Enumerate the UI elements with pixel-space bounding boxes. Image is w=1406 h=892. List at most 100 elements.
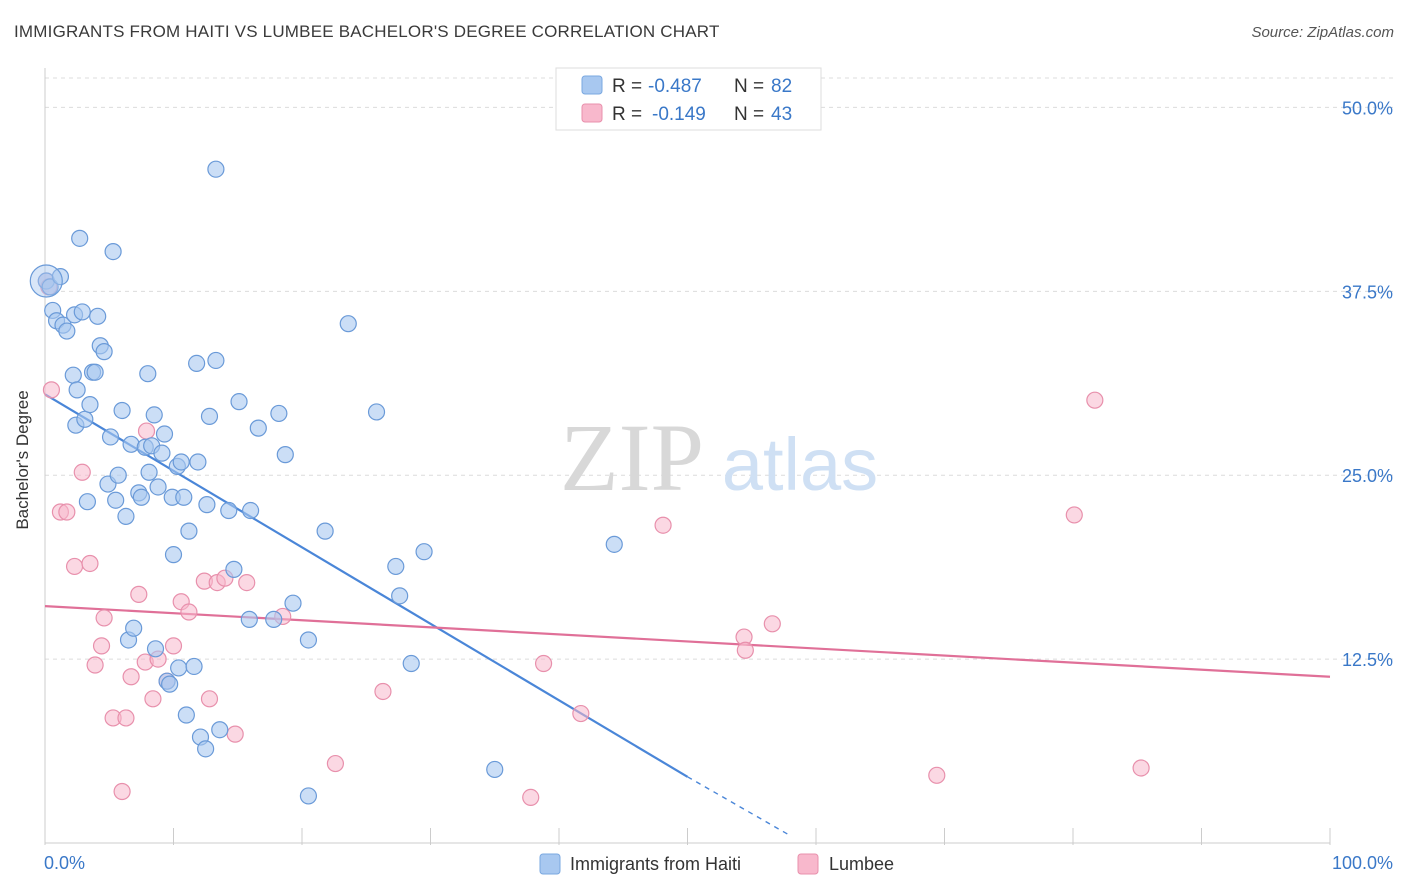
y-tick-label: 37.5% xyxy=(1342,282,1393,302)
data-point-haiti xyxy=(180,522,198,540)
data-point-haiti xyxy=(107,491,125,509)
data-point-lumbee xyxy=(522,788,540,806)
data-point-haiti xyxy=(146,640,165,658)
data-point-haiti xyxy=(225,560,243,578)
data-point-lumbee xyxy=(1086,391,1104,409)
data-point-lumbee xyxy=(92,637,111,655)
data-point-haiti xyxy=(177,706,195,724)
data-point-lumbee xyxy=(928,766,946,784)
x-tick-label-min: 0.0% xyxy=(44,853,85,873)
data-point-haiti xyxy=(207,351,225,370)
data-point-lumbee xyxy=(113,782,131,801)
y-tick-label: 50.0% xyxy=(1342,98,1393,118)
data-point-haiti xyxy=(211,721,229,739)
legend-bottom-label-lumbee: Lumbee xyxy=(829,854,894,874)
data-point-lumbee xyxy=(130,585,148,603)
data-point-lumbee xyxy=(534,654,553,673)
tick-labels: 12.5% 25.0% 37.5% 50.0% 0.0% 100.0% xyxy=(44,98,1393,873)
x-tick-label-max: 100.0% xyxy=(1332,853,1393,873)
data-point-haiti xyxy=(299,787,318,805)
data-point-haiti xyxy=(415,543,433,561)
data-point-haiti xyxy=(76,410,94,428)
legend-bottom-label-haiti: Immigrants from Haiti xyxy=(570,854,741,874)
legend-r-label-lumbee: R = xyxy=(612,104,642,125)
data-point-lumbee xyxy=(200,690,219,708)
data-point-haiti xyxy=(41,278,59,296)
data-point-lumbee xyxy=(763,615,781,633)
legend-swatch-haiti xyxy=(581,75,603,95)
data-point-haiti xyxy=(73,303,91,321)
data-point-lumbee xyxy=(81,554,99,573)
data-point-haiti xyxy=(339,315,357,333)
y-tick-label: 25.0% xyxy=(1342,466,1393,486)
data-point-haiti xyxy=(188,354,206,373)
data-point-haiti xyxy=(316,522,334,540)
data-point-haiti xyxy=(104,242,122,261)
data-point-haiti xyxy=(200,407,219,425)
legend-bottom-swatch-lumbee xyxy=(797,853,819,875)
legend-r-value-lumbee: -0.149 xyxy=(652,104,706,125)
data-point-haiti xyxy=(155,425,174,443)
data-point-haiti xyxy=(81,395,99,414)
watermark: ZIP atlas xyxy=(560,404,878,511)
data-point-lumbee xyxy=(1065,506,1083,524)
data-point-haiti xyxy=(58,322,76,340)
data-point-lumbee xyxy=(122,668,140,686)
data-point-haiti xyxy=(64,366,82,384)
data-point-haiti xyxy=(270,404,288,423)
points-haiti xyxy=(29,160,623,805)
data-point-haiti xyxy=(242,501,260,520)
data-point-haiti xyxy=(145,406,163,424)
data-point-haiti xyxy=(240,610,258,628)
data-point-lumbee xyxy=(736,641,754,659)
data-point-haiti xyxy=(109,466,127,484)
data-point-haiti xyxy=(265,610,283,628)
data-point-lumbee xyxy=(144,690,162,708)
data-point-haiti xyxy=(230,393,248,411)
data-point-haiti xyxy=(197,740,215,758)
data-point-haiti xyxy=(153,444,171,462)
data-point-haiti xyxy=(367,403,386,421)
data-point-lumbee xyxy=(42,381,61,399)
data-point-lumbee xyxy=(1132,759,1150,777)
data-point-haiti xyxy=(113,401,131,420)
data-point-haiti xyxy=(101,428,120,446)
data-point-lumbee xyxy=(374,682,392,701)
data-point-lumbee xyxy=(326,754,345,773)
data-point-haiti xyxy=(95,343,113,361)
data-point-haiti xyxy=(391,587,409,605)
axes xyxy=(44,68,1331,845)
legend-bottom: Immigrants from Haiti Lumbee xyxy=(539,853,894,875)
source-label: Source: ZipAtlas.com xyxy=(1251,24,1394,41)
data-point-haiti xyxy=(132,488,150,506)
data-point-haiti xyxy=(486,760,504,779)
data-point-haiti xyxy=(175,488,193,506)
data-point-haiti xyxy=(170,659,188,677)
data-point-haiti xyxy=(299,631,318,649)
data-point-haiti xyxy=(86,363,104,381)
data-point-haiti xyxy=(276,446,294,464)
legend-top: R = -0.487 N = 82 R = -0.149 N = 43 xyxy=(555,67,822,131)
trend-line-lumbee xyxy=(44,605,1331,678)
data-point-haiti xyxy=(387,557,405,576)
data-point-lumbee xyxy=(58,503,76,521)
data-point-haiti xyxy=(207,160,225,178)
data-point-haiti xyxy=(249,419,267,437)
y-axis-label: Bachelor's Degree xyxy=(13,390,32,529)
legend-n-label-lumbee: N = xyxy=(734,104,764,125)
data-point-lumbee xyxy=(86,656,104,674)
legend-bottom-swatch-haiti xyxy=(539,853,561,875)
data-point-lumbee xyxy=(180,603,198,621)
legend-r-label-haiti: R = xyxy=(612,76,642,97)
data-point-haiti xyxy=(68,381,86,399)
data-point-haiti xyxy=(125,619,143,637)
points-lumbee xyxy=(37,272,1150,806)
data-point-haiti xyxy=(185,657,203,676)
watermark-zip: ZIP xyxy=(560,404,704,511)
data-point-lumbee xyxy=(117,709,135,727)
data-point-haiti xyxy=(164,546,183,564)
legend-swatch-lumbee xyxy=(581,103,603,123)
data-point-lumbee xyxy=(137,422,156,440)
data-point-lumbee xyxy=(73,463,91,481)
